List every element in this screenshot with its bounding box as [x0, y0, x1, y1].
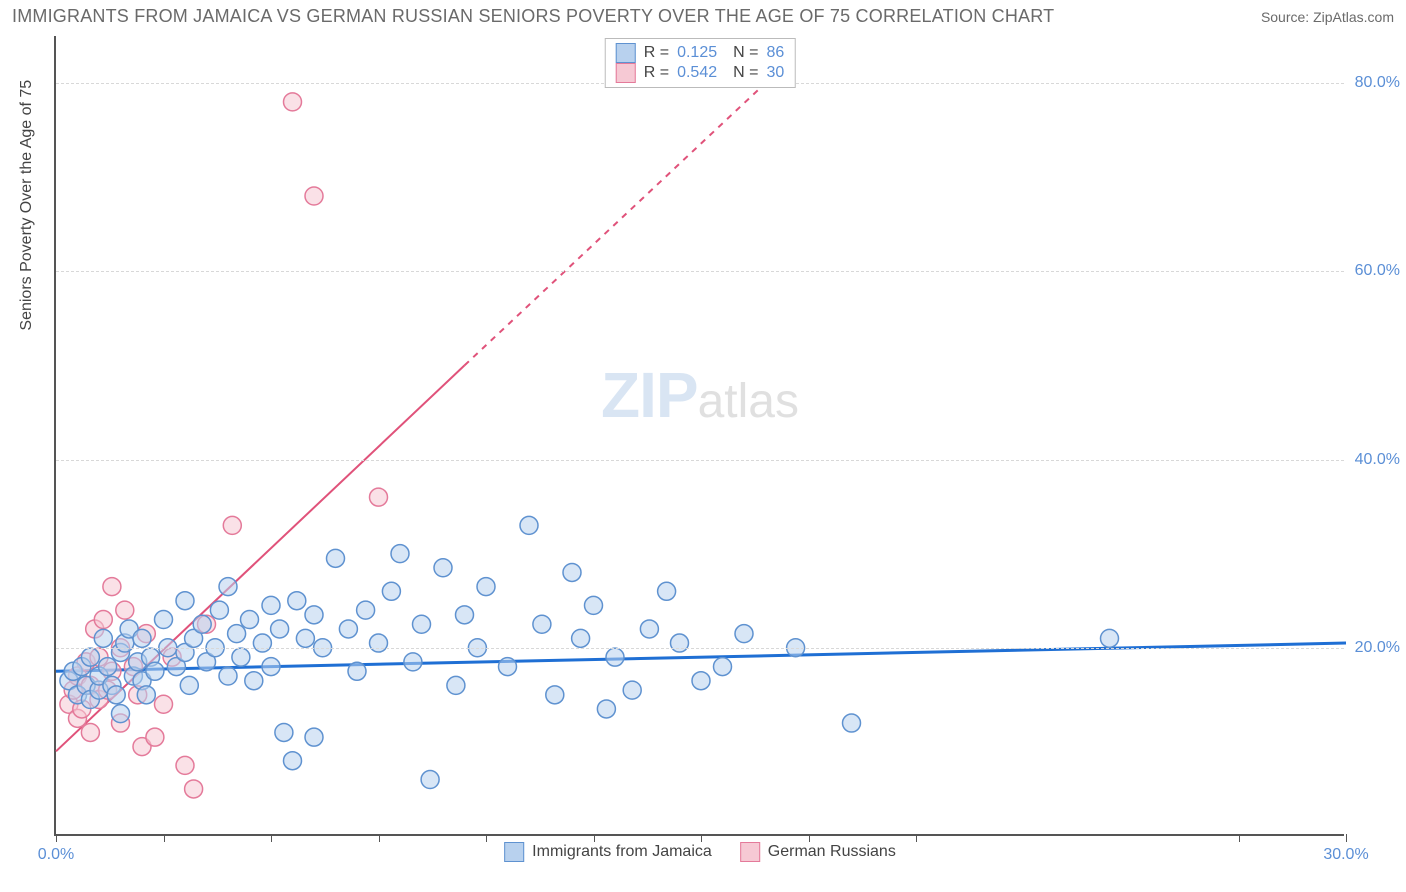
x-tick	[486, 834, 487, 842]
x-tick-label: 30.0%	[1323, 846, 1368, 864]
legend-item-jamaica: Immigrants from Jamaica	[504, 842, 712, 862]
N-value-german: 30	[766, 64, 784, 82]
gridline	[56, 648, 1344, 649]
chart-title: IMMIGRANTS FROM JAMAICA VS GERMAN RUSSIA…	[12, 6, 1054, 27]
x-tick	[701, 834, 702, 842]
y-tick-label: 40.0%	[1355, 451, 1400, 469]
legend-item-german: German Russians	[740, 842, 896, 862]
N-label: N =	[733, 44, 758, 62]
x-tick	[916, 834, 917, 842]
gridline	[56, 460, 1344, 461]
y-tick-label: 20.0%	[1355, 639, 1400, 657]
x-tick	[379, 834, 380, 842]
legend-swatch-german-bottom	[740, 842, 760, 862]
N-label: N =	[733, 64, 758, 82]
x-tick	[594, 834, 595, 842]
legend-row-jamaica: R = 0.125 N = 86	[616, 43, 785, 63]
legend-row-german: R = 0.542 N = 30	[616, 63, 785, 83]
legend-swatch-jamaica-bottom	[504, 842, 524, 862]
x-tick-label: 0.0%	[38, 846, 74, 864]
legend-swatch-german	[616, 63, 636, 83]
correlation-legend: R = 0.125 N = 86 R = 0.542 N = 30	[605, 38, 796, 88]
plot-area: ZIPatlas R = 0.125 N = 86 R = 0.542 N = …	[54, 36, 1344, 836]
source-label: Source: ZipAtlas.com	[1261, 9, 1394, 25]
y-axis-title: Seniors Poverty Over the Age of 75	[18, 80, 36, 331]
legend-label-german: German Russians	[768, 843, 896, 861]
y-tick-label: 60.0%	[1355, 262, 1400, 280]
x-tick	[809, 834, 810, 842]
x-tick	[271, 834, 272, 842]
legend-label-jamaica: Immigrants from Jamaica	[532, 843, 712, 861]
N-value-jamaica: 86	[766, 44, 784, 62]
y-tick-label: 80.0%	[1355, 74, 1400, 92]
R-value-german: 0.542	[677, 64, 717, 82]
R-label: R =	[644, 44, 669, 62]
R-label: R =	[644, 64, 669, 82]
gridline	[56, 271, 1344, 272]
R-value-jamaica: 0.125	[677, 44, 717, 62]
chart-container: Seniors Poverty Over the Age of 75 ZIPat…	[0, 36, 1406, 892]
x-tick	[56, 834, 57, 842]
x-tick	[1346, 834, 1347, 842]
legend-swatch-jamaica	[616, 43, 636, 63]
x-tick	[1239, 834, 1240, 842]
x-tick	[164, 834, 165, 842]
chart-svg	[56, 36, 1344, 834]
series-legend: Immigrants from Jamaica German Russians	[504, 842, 896, 862]
